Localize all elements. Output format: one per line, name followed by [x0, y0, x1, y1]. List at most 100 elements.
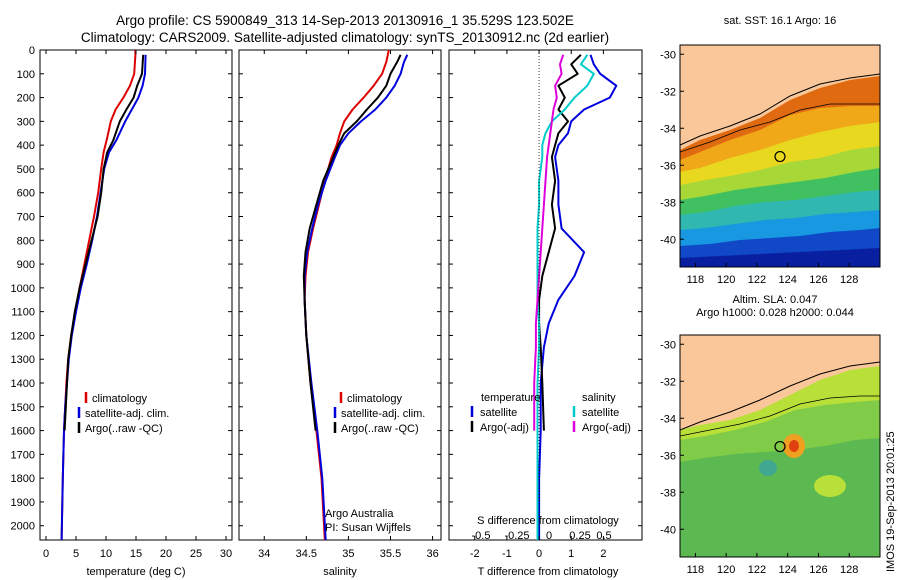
- sla-eddy-core: [789, 440, 799, 452]
- depth-tick-label: 600: [17, 188, 35, 200]
- temperature-panel-frame: [39, 49, 233, 541]
- sla-ocean-mid: [680, 438, 880, 557]
- lat-tick-label: -30: [660, 49, 676, 61]
- x-tick-label: -2: [470, 548, 480, 560]
- s-diff-tick: -0.5: [472, 530, 491, 542]
- sla-map-title-2: Argo h1000: 0.028 h2000: 0.044: [696, 307, 854, 319]
- depth-tick-label: 0: [29, 45, 35, 57]
- x-tick-label: 0: [536, 548, 542, 560]
- depth-tick-label: 1200: [11, 330, 35, 342]
- legend-label: climatology: [347, 393, 403, 405]
- lon-tick-label: 120: [717, 564, 735, 576]
- s-diff-tick: -0.25: [504, 530, 529, 542]
- annotation-pi: PI: Susan Wijffels: [325, 522, 411, 534]
- x-tick-label: 34: [258, 548, 270, 560]
- difference-series: [533, 54, 618, 540]
- depth-tick-label: 1800: [11, 473, 35, 485]
- legend-title-temperature: temperature: [481, 392, 540, 404]
- x-tick-label: 10: [100, 548, 112, 560]
- lon-tick-label: 122: [748, 274, 766, 286]
- lat-tick-label: -36: [660, 160, 676, 172]
- sst-coastline: [680, 73, 880, 146]
- lon-tick-label: 118: [687, 564, 705, 576]
- depth-tick-label: 200: [17, 93, 35, 105]
- legend-label: Argo(-adj): [480, 422, 529, 434]
- x-tick-label: 5: [73, 548, 79, 560]
- lat-tick-label: -32: [660, 86, 676, 98]
- sst-map: [680, 45, 880, 267]
- s-diff-tick: 0.25: [569, 530, 590, 542]
- header-line-1: Argo profile: CS 5900849_313 14-Sep-2013…: [116, 13, 574, 28]
- s-diff-tick: 0: [546, 530, 552, 542]
- sst-argo-marker: [774, 150, 786, 163]
- legend-label: satellite: [480, 407, 517, 419]
- sla-map-frame: [679, 334, 881, 558]
- depth-tick-label: 800: [17, 235, 35, 247]
- depth-tick-label: 1000: [11, 283, 35, 295]
- depth-tick-label: 500: [17, 164, 35, 176]
- s-diff-tick: 0.5: [596, 530, 611, 542]
- sla-isobath: [680, 395, 880, 437]
- depth-tick-label: 1900: [11, 497, 35, 509]
- lat-tick-label: -40: [660, 524, 676, 536]
- imos-watermark: IMOS 19-Sep-2013 20:01:25: [885, 431, 897, 572]
- series-line-0-2: [63, 54, 145, 431]
- lon-tick-label: 118: [687, 274, 705, 286]
- difference-legend: temperature satellite Argo(-adj) salinit…: [470, 392, 631, 434]
- x-tick-label: 36: [426, 548, 438, 560]
- depth-tick-label: 1400: [11, 378, 35, 390]
- lon-tick-label: 124: [779, 564, 797, 576]
- sla-eddy-cold: [759, 460, 777, 476]
- temperature-legend: climatology satellite-adj. clim. Argo(..…: [77, 392, 169, 435]
- salinity-xlabel: salinity: [323, 566, 357, 578]
- depth-tick-label: 1600: [11, 426, 35, 438]
- depth-tick-label: 2000: [11, 521, 35, 533]
- series-line-2-3: [533, 54, 565, 431]
- x-tick-label: 34.5: [296, 548, 317, 560]
- temperature-series: [60, 50, 147, 540]
- x-tick-label: 35.5: [380, 548, 401, 560]
- depth-tick-label: 900: [17, 259, 35, 271]
- x-tick-label: 35: [342, 548, 354, 560]
- depth-tick-label: 100: [17, 69, 35, 81]
- x-tick-label: 25: [190, 548, 202, 560]
- x-tick-label: -1: [502, 548, 512, 560]
- lat-tick-label: -40: [660, 234, 676, 246]
- sla-argo-marker: [774, 440, 786, 453]
- depth-tick-label: 700: [17, 212, 35, 224]
- lon-tick-label: 128: [840, 274, 858, 286]
- header-line-2: Climatology: CARS2009. Satellite-adjuste…: [81, 30, 609, 45]
- x-tick-label: 15: [130, 548, 142, 560]
- salinity-legend: climatology satellite-adj. clim. Argo(..…: [325, 392, 425, 534]
- difference-xlabel: T difference from climatology: [478, 566, 619, 578]
- salinity-panel-frame: [238, 49, 442, 541]
- lat-tick-label: -30: [660, 339, 676, 351]
- x-tick-label: 1: [568, 548, 574, 560]
- depth-tick-label: 1500: [11, 402, 35, 414]
- lon-tick-label: 122: [748, 564, 766, 576]
- lat-tick-label: -38: [660, 487, 676, 499]
- lon-tick-label: 120: [717, 274, 735, 286]
- sla-patch: [814, 475, 846, 497]
- s-difference-axis-label: S difference from climatology: [477, 515, 619, 527]
- lat-tick-label: -34: [660, 413, 676, 425]
- x-tick-label: 30: [220, 548, 232, 560]
- sst-map-frame: [679, 44, 881, 268]
- series-line-1-2: [302, 54, 402, 431]
- x-tick-label: 0: [43, 548, 49, 560]
- lon-tick-label: 126: [809, 564, 827, 576]
- lon-tick-label: 124: [779, 274, 797, 286]
- legend-label: satellite: [582, 407, 619, 419]
- sst-map-title: sat. SST: 16.1 Argo: 16: [724, 15, 837, 27]
- legend-label: Argo(..raw -QC): [85, 423, 163, 435]
- legend-label: Argo(..raw -QC): [341, 423, 419, 435]
- salinity-series: [302, 50, 409, 540]
- depth-tick-label: 1300: [11, 354, 35, 366]
- s-difference-ticks: -0.5 -0.25 0 0.25 0.5: [472, 530, 612, 542]
- lat-tick-label: -34: [660, 123, 676, 135]
- legend-label: satellite-adj. clim.: [341, 408, 425, 420]
- sst-band-deep-blue: [680, 248, 880, 267]
- depth-axis: 0 100 200 300 400 500 600 700 800 900 1000 1100 1200…: [11, 45, 642, 533]
- depth-tick-label: 400: [17, 140, 35, 152]
